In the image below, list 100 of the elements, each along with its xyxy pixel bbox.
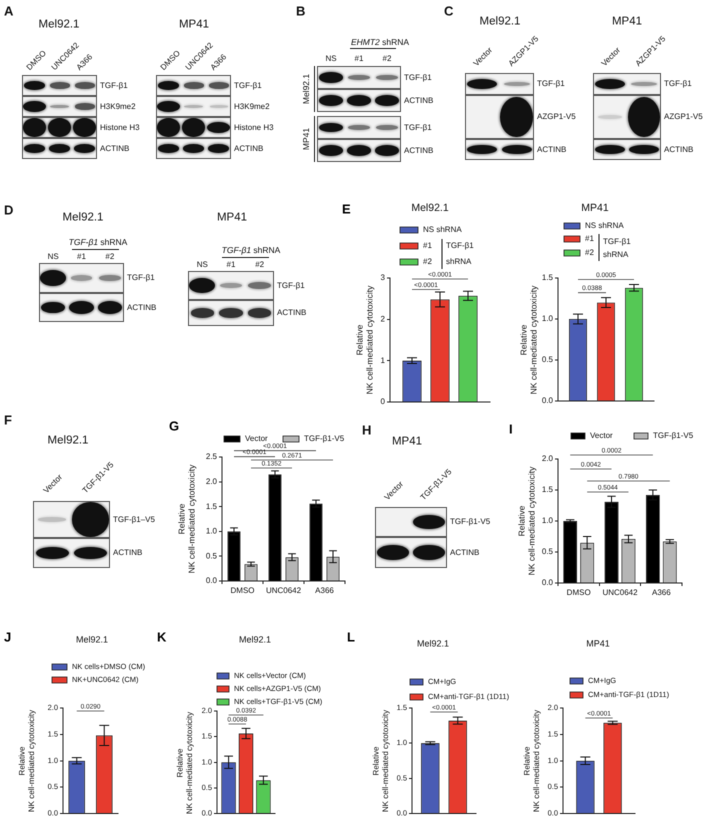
text: F [4, 412, 12, 428]
category-label: TGF-β1 [234, 80, 262, 90]
category-label: TGF-β1 [664, 79, 692, 88]
y-tick-label: 0.5 [542, 355, 554, 364]
legend-label: TGF-β1-V5 [653, 431, 694, 440]
y-tick-label: 1.0 [206, 526, 218, 536]
legend-label: Vector [590, 431, 614, 440]
category-label: ACTINB [127, 302, 156, 312]
category-label: NS [48, 252, 59, 261]
x-tick-label: A366 [652, 588, 672, 598]
y-tick-label: 0 [380, 397, 386, 406]
legend-label: NS shRNA [423, 225, 462, 234]
y-tick-label: 2.0 [206, 477, 218, 486]
category-label: AZGP1-V5 [537, 112, 576, 121]
text: Mel92.1 [38, 18, 80, 31]
category-label: #2 [105, 252, 114, 261]
category-label: TGF-β1 [404, 122, 432, 132]
category-label: TGF-β1 [127, 273, 155, 282]
category-label: #1 [226, 260, 236, 269]
category-label: ACTINB [450, 548, 480, 556]
category-label: TGF-β1 [404, 72, 432, 82]
legend-label: #2 [423, 257, 432, 266]
category-label: #1 [77, 252, 86, 261]
category-label: TGF-β1 [100, 80, 128, 90]
category-label: TGF-β1 [277, 280, 305, 290]
text: MP41 [216, 211, 248, 224]
y-tick-label: 0.0 [542, 578, 554, 588]
text: J [4, 630, 12, 645]
y-tick-label: 1.5 [542, 485, 554, 494]
category-label: #2 [255, 260, 264, 269]
chart-title: MP41 [581, 202, 609, 214]
legend-label: NS shRNA [585, 221, 624, 230]
x-tick-label: UNC0642 [602, 588, 638, 598]
y-tick-label: 1.5 [206, 502, 218, 511]
category-label: NS [196, 260, 208, 269]
text: Mel92.1 [480, 15, 520, 28]
category-label: Histone H3 [234, 122, 274, 132]
text: A [4, 4, 14, 18]
category-label: TGF-β1-V5 [450, 517, 490, 526]
category-label: H3K9me2 [100, 102, 136, 110]
y-axis-title: Relative NK cell-mediated cytotoxicity [522, 710, 541, 812]
chart-title: Mel92.1 [416, 638, 450, 648]
x-tick-label: DMSO [566, 588, 591, 598]
chart-title: Mel92.1 [238, 634, 272, 644]
category-label: NS [325, 54, 337, 63]
legend-label: #1 [423, 241, 432, 250]
category-label: ACTINB [113, 548, 142, 557]
x-tick-label: DMSO [230, 586, 254, 596]
text: Mel92.1 [62, 211, 104, 224]
category-label: AZGP1-V5 [664, 112, 703, 121]
category-label: #2 [382, 54, 392, 63]
legend-label: Vector [245, 434, 268, 444]
y-tick-label: 1.0 [542, 516, 554, 526]
text: L [347, 630, 355, 645]
category-label: ACTINB [664, 144, 694, 154]
text: D [4, 202, 14, 218]
text: G [169, 418, 180, 434]
category-label: ACTINB [404, 146, 434, 154]
text: E [342, 202, 351, 217]
category-label: #1 [354, 54, 364, 63]
y-tick-label: 0.5 [206, 551, 218, 560]
text: MP41 [178, 18, 210, 31]
y-axis-title: Relative NK cell-mediated cytotoxicity [17, 710, 36, 812]
text: MP41 [300, 128, 311, 150]
y-axis-title: Relative NK cell-mediated cytotoxicity [175, 712, 194, 814]
text: TGF-β1 shRNA [222, 244, 280, 255]
text: MP41 [392, 435, 422, 448]
chart-title: Mel92.1 [76, 634, 108, 644]
y-axis-title: Relative NK cell-mediated cytotoxicity [516, 466, 536, 576]
legend-label: #1 [585, 234, 594, 244]
legend-label: TGF-β1-V5 [304, 434, 345, 444]
y-tick-label: 1 [380, 356, 386, 365]
y-tick-label: 0.0 [206, 576, 218, 586]
text: TGF-β1 shRNA [446, 241, 474, 266]
y-tick-label: 0.0 [542, 396, 554, 406]
text: K [157, 630, 167, 645]
category-label: TGF-β1–V5 [113, 514, 155, 524]
x-tick-label: A366 [315, 586, 334, 596]
text: EHMT2 shRNA [350, 36, 410, 47]
category-label: ACTINB [100, 144, 130, 152]
y-tick-label: 3 [380, 273, 386, 282]
category-label: H3K9me2 [234, 102, 270, 110]
y-tick-label: 1.5 [542, 273, 554, 282]
text: MP41 [612, 15, 642, 28]
category-label: ACTINB [537, 144, 566, 154]
text: TGF-β1 shRNA [603, 237, 632, 260]
category-label: ACTINB [277, 308, 306, 317]
y-axis-title: Relative NK cell-mediated cytotoxicity [354, 284, 374, 394]
category-label: Histone H3 [100, 122, 140, 132]
chart-title: MP41 [586, 638, 610, 648]
text: H [362, 422, 372, 438]
text: B [296, 4, 306, 18]
y-axis-title: Relative NK cell-mediated cytotoxicity [518, 284, 538, 394]
text: TGF-β1 shRNA [68, 236, 128, 247]
y-tick-label: 1.0 [542, 314, 554, 324]
y-axis-title: Relative NK cell-mediated cytotoxicity [176, 464, 196, 574]
y-tick-label: 2 [380, 314, 386, 324]
text: C [444, 4, 454, 18]
x-tick-label: UNC0642 [266, 586, 302, 596]
chart-title: Mel92.1 [411, 202, 449, 214]
